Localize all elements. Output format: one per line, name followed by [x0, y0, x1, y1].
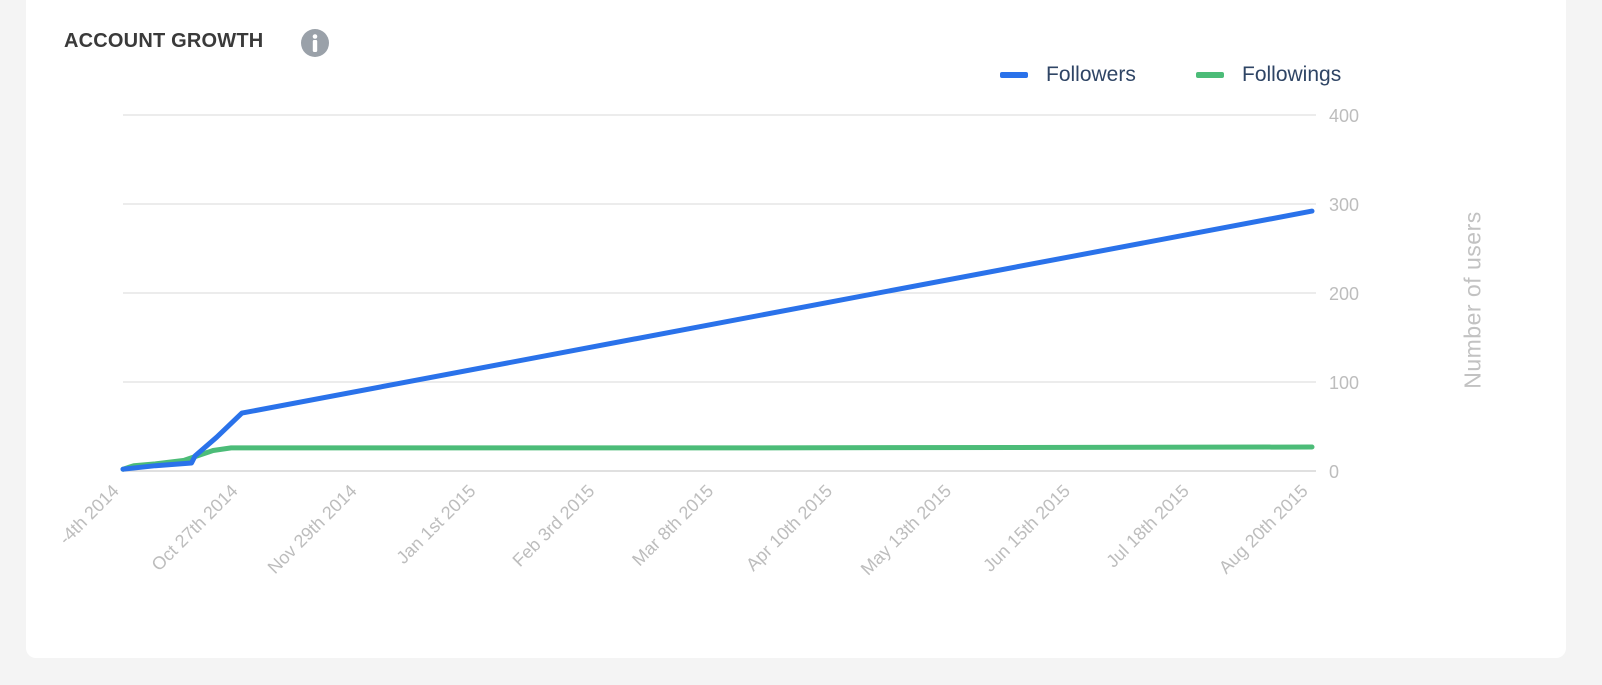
x-tick-label: May 13th 2015 — [857, 481, 955, 579]
x-tick-label: Mar 8th 2015 — [628, 481, 717, 570]
legend-swatch-followers — [1000, 72, 1028, 78]
legend-item-followers[interactable]: Followers — [1000, 62, 1136, 88]
legend-item-followings[interactable]: Followings — [1196, 62, 1341, 88]
y-tick-label: 200 — [1329, 284, 1359, 304]
legend-label-followers: Followers — [1046, 63, 1136, 86]
info-icon[interactable] — [300, 28, 330, 58]
x-tick-label: Jun 15th 2015 — [979, 481, 1074, 576]
y-axis-title: Number of users — [1459, 211, 1486, 389]
chart-card — [26, 0, 1566, 658]
legend-label-followings: Followings — [1242, 63, 1342, 86]
x-tick-label: Nov 29th 2014 — [264, 481, 361, 578]
x-tick-label: Jul 18th 2015 — [1102, 481, 1193, 572]
legend-swatch-followings — [1196, 72, 1224, 78]
series-line-followers[interactable] — [120, 208, 1315, 472]
x-tick-label: Feb 3rd 2015 — [509, 481, 599, 571]
x-tick-label: -4th 2014 — [55, 481, 123, 549]
x-tick-label: Jan 1st 2015 — [392, 481, 479, 568]
series-line-followings[interactable] — [120, 444, 1315, 472]
x-tick-label: Aug 20th 2015 — [1215, 481, 1312, 578]
x-tick-label: Oct 27th 2014 — [148, 481, 242, 575]
y-tick-label: 400 — [1329, 106, 1359, 126]
y-tick-label: 300 — [1329, 195, 1359, 215]
chart-title: ACCOUNT GROWTH — [64, 30, 264, 52]
y-tick-label: 100 — [1329, 373, 1359, 393]
x-tick-label: Apr 10th 2015 — [742, 481, 836, 575]
y-tick-label: 0 — [1329, 462, 1339, 482]
